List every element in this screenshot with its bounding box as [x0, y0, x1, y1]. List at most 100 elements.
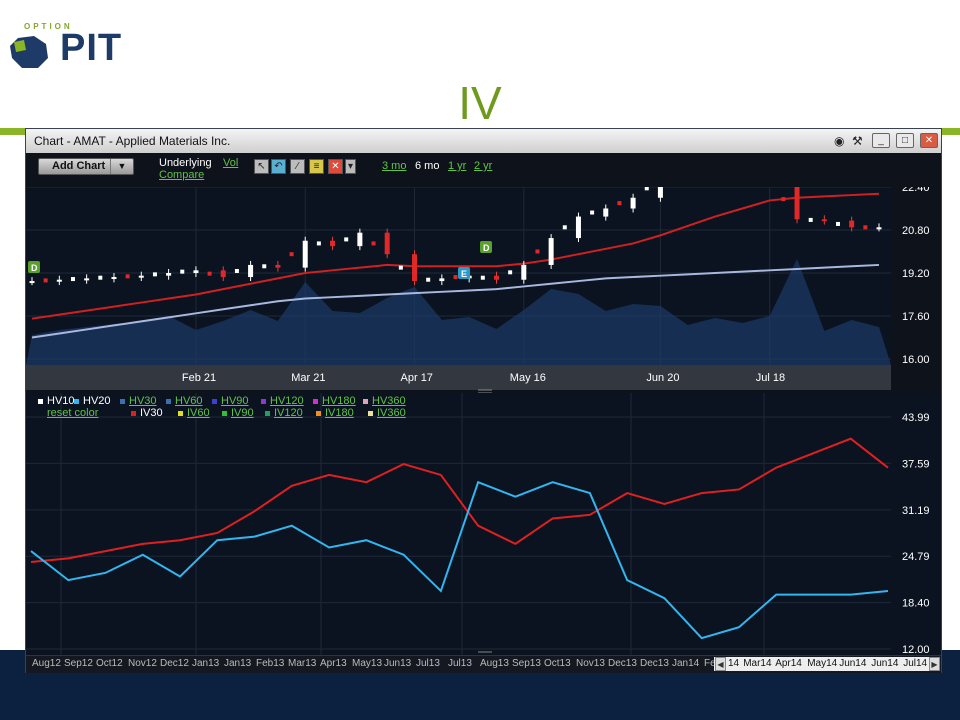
candle-body	[590, 210, 595, 215]
legend-item-hv60[interactable]: HV60	[166, 395, 203, 407]
compare-link[interactable]: Compare	[159, 169, 205, 181]
nav-right-arrow-icon[interactable]: ▶	[929, 657, 940, 671]
candle-body	[56, 279, 62, 282]
candle-body	[357, 232, 363, 247]
price-tick-label: 22.40	[902, 187, 930, 194]
candle-body	[193, 270, 199, 273]
navigator-date-label: Apr13	[320, 658, 347, 669]
legend-swatch-icon	[212, 398, 217, 404]
candle-body	[166, 273, 172, 276]
navigator-date-label: Dec13	[608, 658, 637, 669]
range-1yr[interactable]: 1 yr	[448, 160, 467, 172]
wrench-icon[interactable]: ⚒	[852, 134, 863, 148]
legend-item-iv30[interactable]: IV30	[131, 407, 163, 419]
legend-item-hv20[interactable]: HV20	[74, 395, 111, 407]
legend-item-hv10[interactable]: HV10	[38, 395, 75, 407]
candle-body	[316, 241, 321, 246]
volatility-chart[interactable]: 43.99 37.59 31.19 24.79 18.40 12.00	[26, 393, 941, 656]
navigator-date-label: Dec13	[640, 658, 669, 669]
legend-swatch-icon	[316, 410, 321, 416]
legend-item-hv120[interactable]: HV120	[261, 395, 304, 407]
candle-body	[111, 277, 117, 280]
navigator-window-date-label: May14	[807, 658, 838, 669]
legend-item-iv90[interactable]: IV90	[222, 407, 254, 419]
legend-item-hv360[interactable]: HV360	[363, 395, 406, 407]
legend-label: IV60	[187, 407, 210, 419]
reset-color-link[interactable]: reset color	[47, 407, 99, 419]
iv30-line	[30, 437, 889, 563]
navigator-date-label: Dec12	[160, 658, 189, 669]
legend-swatch-icon	[368, 410, 373, 416]
line-tool-icon[interactable]: ∕	[290, 159, 305, 174]
minimize-button[interactable]: _	[872, 133, 890, 148]
legend-item-iv120[interactable]: IV120	[265, 407, 303, 419]
price-axis: 22.40 20.80 19.20 17.60 16.00	[902, 182, 930, 366]
candle-body	[302, 240, 308, 268]
candle-body	[794, 178, 800, 220]
candle-body	[876, 227, 882, 230]
fib-tool-icon[interactable]: ≡	[309, 159, 324, 174]
candle-body	[412, 254, 418, 282]
legend-item-iv180[interactable]: IV180	[316, 407, 354, 419]
navigator-date-label: Nov13	[576, 658, 605, 669]
candle-body	[371, 241, 376, 246]
price-chart-panel[interactable]: D D E 22.40 20.80 19.20 17.60 16.00 Feb 21 Mar …	[26, 170, 941, 395]
chart-window: Chart - AMAT - Applied Materials Inc. ◉ …	[25, 128, 942, 673]
candle-body	[384, 232, 390, 255]
legend-label: IV30	[140, 407, 163, 419]
range-3mo[interactable]: 3 mo	[382, 160, 407, 172]
chart-toolbar: Add Chart ▼ Underlying Vol Compare ↖ ↶ ∕…	[26, 153, 941, 187]
range-6mo[interactable]: 6 mo	[415, 160, 440, 172]
legend-item-hv90[interactable]: HV90	[212, 395, 249, 407]
price-chart[interactable]: D D E 22.40 20.80 19.20 17.60 16.00 Feb 21 Mar …	[26, 170, 941, 395]
price-tick-label: 17.60	[902, 311, 930, 323]
add-chart-button[interactable]: Add Chart ▼	[38, 158, 134, 175]
navigator-date-label: Fe	[704, 658, 716, 669]
close-button[interactable]: ✕	[920, 133, 938, 148]
navigator-window-date-label: 14	[728, 658, 740, 669]
navigator-window[interactable]: 14 Mar14 Apr14 May14 Jun14 Jun14 Jul14	[714, 657, 929, 671]
legend-label: HV360	[372, 395, 406, 407]
candle-body	[344, 237, 349, 242]
chevron-down-icon[interactable]: ▼	[110, 159, 133, 174]
candle-body	[180, 269, 185, 274]
undo-tool-icon[interactable]: ↶	[271, 159, 286, 174]
vol-link[interactable]: Vol	[223, 157, 239, 169]
window-title: Chart - AMAT - Applied Materials Inc.	[34, 134, 231, 148]
legend-label: HV20	[83, 395, 111, 407]
date-axis-bar	[26, 365, 891, 390]
more-tool-icon[interactable]: ▾	[345, 159, 356, 174]
delete-tool-icon[interactable]: ✕	[328, 159, 343, 174]
camera-icon[interactable]: ◉	[834, 134, 845, 148]
legend-item-iv60[interactable]: IV60	[178, 407, 210, 419]
hv20-line	[30, 480, 889, 640]
cursor-tool-icon[interactable]: ↖	[254, 159, 269, 174]
legend-item-hv30[interactable]: HV30	[120, 395, 157, 407]
legend-item-iv360[interactable]: IV360	[368, 407, 406, 419]
vol-lines	[30, 437, 889, 653]
range-2yr[interactable]: 2 yr	[474, 160, 493, 172]
candle-body	[535, 249, 540, 254]
nav-left-arrow-icon[interactable]: ◀	[715, 657, 726, 671]
price-tick-label: 19.20	[902, 268, 930, 280]
candle-body	[836, 221, 841, 226]
volatility-chart-panel[interactable]: 43.99 37.59 31.19 24.79 18.40 12.00 HV10 HV20 H…	[26, 393, 941, 656]
vol-tick-label: 31.19	[902, 505, 930, 517]
window-titlebar[interactable]: Chart - AMAT - Applied Materials Inc. ◉ …	[26, 129, 941, 154]
candle-body	[29, 281, 35, 284]
event-marker-label: D	[31, 263, 38, 273]
navigator-date-label: Aug13	[480, 658, 509, 669]
maximize-button[interactable]: □	[896, 133, 914, 148]
candle-body	[70, 277, 75, 282]
time-navigator[interactable]: Aug12 Sep12 Oct12 Nov12 Dec12 Jan13 Jan13 Feb13…	[26, 655, 941, 673]
legend-swatch-icon	[131, 410, 136, 416]
candle-body	[521, 264, 527, 280]
navigator-window-date-label: Apr14	[775, 658, 802, 669]
navigator-date-label: Mar13	[288, 658, 317, 669]
volume-area	[26, 259, 891, 365]
legend-swatch-icon	[363, 398, 368, 404]
price-tick-label: 16.00	[902, 354, 930, 366]
candle-body	[630, 197, 636, 209]
legend-item-hv180[interactable]: HV180	[313, 395, 356, 407]
logo-main-text: PIT	[60, 27, 123, 69]
